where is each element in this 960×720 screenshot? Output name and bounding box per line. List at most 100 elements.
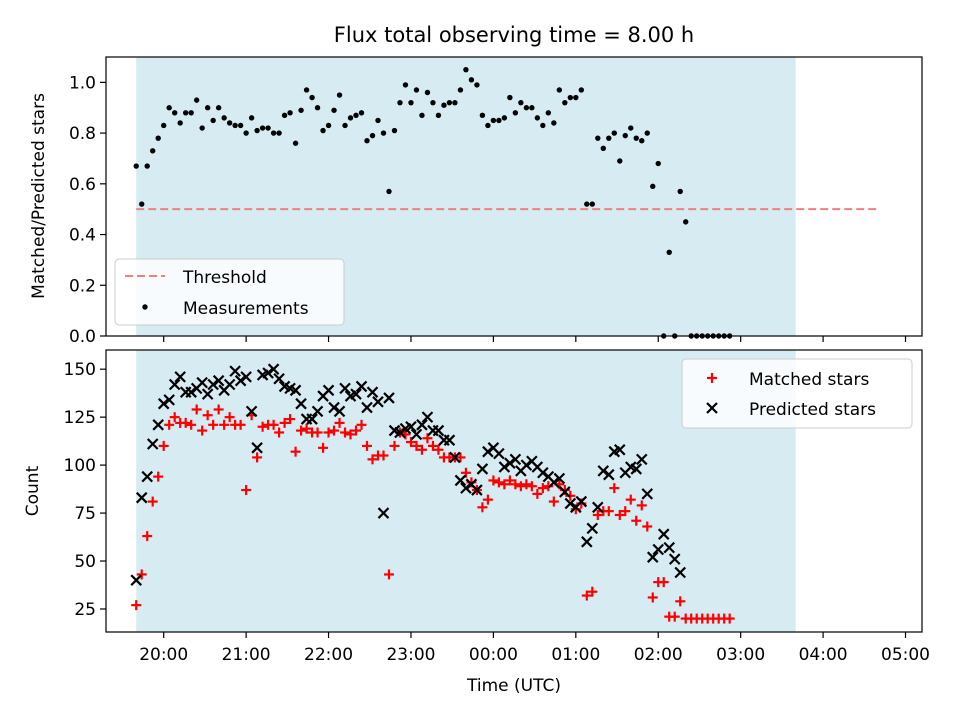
predicted-star-point (130, 574, 143, 586)
matched-star-point (603, 506, 614, 517)
measurement-point (468, 77, 475, 83)
predicted-star-point (674, 566, 687, 579)
marker-stroke (487, 442, 500, 454)
measurement-point (265, 125, 271, 131)
predicted-star-point (559, 486, 571, 498)
y-tick-label: 50 (74, 552, 96, 572)
predicted-star-point (196, 376, 208, 389)
legend-threshold-label: Threshold (182, 268, 267, 288)
marker-stroke (432, 424, 445, 437)
predicted-star-point (421, 411, 434, 423)
matched-stars-points (131, 404, 735, 624)
matched-star-point (383, 569, 394, 580)
matched-star-point (362, 440, 373, 451)
measurement-point (325, 122, 332, 129)
marker-stroke (498, 461, 511, 473)
predicted-stars-points (130, 363, 687, 586)
measurement-point (281, 112, 288, 119)
measurement-point (644, 130, 650, 136)
y-axis-label-ratio: Matched/Predicted stars (29, 93, 49, 299)
predicted-star-point (372, 396, 384, 408)
marker-stroke (520, 459, 533, 471)
measurement-point (232, 122, 238, 129)
measurement-point (237, 122, 244, 129)
marker-stroke (234, 374, 247, 387)
measurement-point (584, 201, 590, 207)
marker-stroke (267, 363, 280, 375)
matched-star-point (356, 419, 367, 430)
marker-stroke (603, 468, 615, 481)
measurement-point (386, 188, 392, 195)
y-tick-label: 0.6 (69, 175, 96, 195)
measurement-point (573, 94, 579, 101)
predicted-star-point (416, 419, 428, 431)
marker-stroke (339, 382, 351, 395)
marker-stroke (652, 543, 665, 556)
predicted-star-point (454, 474, 467, 487)
marker-stroke (706, 402, 718, 414)
x-ticks-bottom: 20:00 21:00 22:00 23:00 00:00 01:00 02:00 03:00… (139, 632, 930, 665)
marker-stroke (168, 378, 181, 391)
matched-star-point (521, 479, 532, 490)
marker-stroke (410, 428, 423, 441)
panel-ratio: 0.0 0.2 0.4 0.6 0.8 1.0 Matched/Predicted sta… (29, 56, 923, 347)
predicted-star-point (581, 536, 593, 548)
marker-stroke (311, 405, 324, 418)
measurement-point (380, 130, 387, 136)
predicted-star-point (564, 497, 577, 510)
matched-star-point (378, 450, 389, 461)
predicted-star-point (493, 447, 505, 460)
matched-star-point (224, 412, 235, 423)
matched-star-point (279, 417, 290, 428)
matched-star-point (510, 479, 521, 490)
predicted-star-point (449, 451, 461, 464)
measurement-point (314, 105, 321, 111)
predicted-star-point (635, 453, 648, 466)
measurement-point (364, 138, 370, 144)
measurement-point (639, 138, 645, 144)
legend-top: Threshold Measurements (114, 258, 345, 326)
measurement-point (446, 99, 453, 106)
marker-stroke (245, 405, 258, 418)
matched-star-point (213, 404, 224, 415)
matched-star-point (351, 425, 362, 436)
marker-stroke (146, 438, 159, 450)
y-tick-label: 150 (64, 360, 96, 380)
predicted-star-point (306, 413, 318, 425)
predicted-star-point (663, 541, 676, 554)
predicted-star-point (207, 378, 219, 391)
predicted-star-point (163, 394, 175, 406)
measurement-point (155, 135, 161, 141)
measurement-point (358, 110, 365, 116)
matched-star-point (427, 440, 438, 451)
legend-measurements-swatch (142, 304, 148, 310)
predicted-star-point (262, 367, 274, 379)
marker-stroke (471, 484, 483, 496)
predicted-star-point (476, 463, 489, 475)
matched-star-point (515, 481, 526, 492)
measurement-point (595, 135, 601, 141)
y-tick-label: 0.2 (69, 276, 96, 296)
measurement-point (150, 148, 156, 154)
measurement-point (369, 132, 376, 139)
predicted-star-point (245, 405, 258, 418)
predicted-star-point (520, 459, 533, 471)
measurement-point (457, 87, 464, 93)
legend-predicted-swatch (706, 402, 718, 414)
matched-star-point (323, 427, 334, 438)
panel-count: 20:00 21:00 22:00 23:00 00:00 01:00 02:00 03:00… (23, 349, 930, 696)
predicted-star-point (504, 457, 516, 469)
marker-stroke (366, 386, 379, 398)
predicted-star-point (234, 374, 247, 387)
marker-stroke (416, 419, 428, 431)
measurement-point (347, 115, 354, 121)
matched-star-point (389, 440, 400, 451)
x-tick-label: 00:00 (469, 645, 518, 665)
measurement-point (600, 145, 606, 152)
predicted-star-point (405, 420, 417, 433)
matched-star-point (675, 596, 686, 607)
measurement-point (435, 112, 442, 119)
matched-star-point (274, 427, 285, 438)
measurement-point (430, 99, 436, 106)
